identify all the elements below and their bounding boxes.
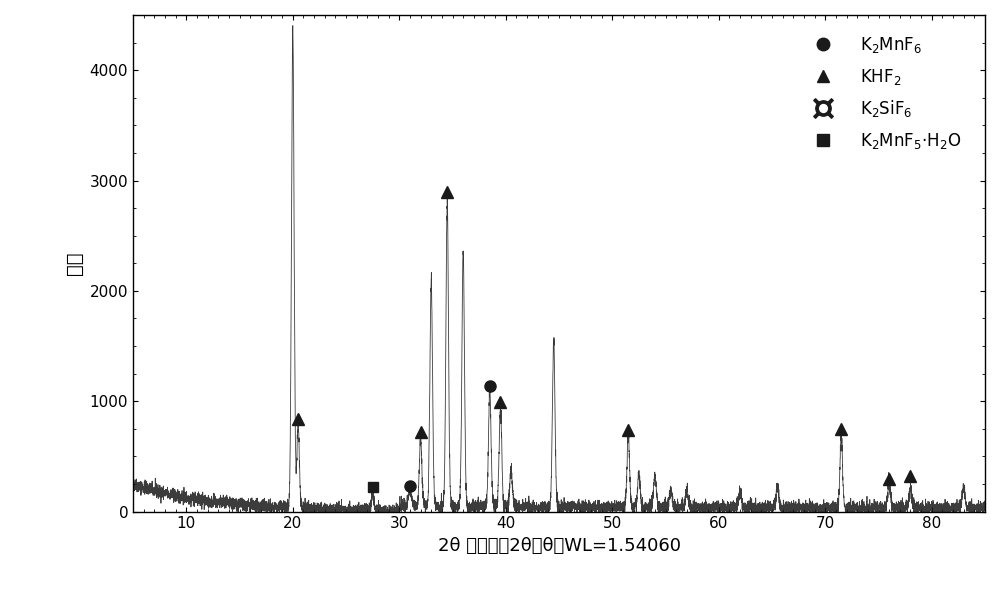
Y-axis label: 计数: 计数 <box>65 251 84 275</box>
X-axis label: 2θ （耦合的2θ／θ）WL=1.54060: 2θ （耦合的2θ／θ）WL=1.54060 <box>438 537 681 555</box>
Legend: K$_2$MnF$_6$, KHF$_2$, K$_2$SiF$_6$, K$_2$MnF$_5$·H$_2$O: K$_2$MnF$_6$, KHF$_2$, K$_2$SiF$_6$, K$_… <box>800 28 968 158</box>
